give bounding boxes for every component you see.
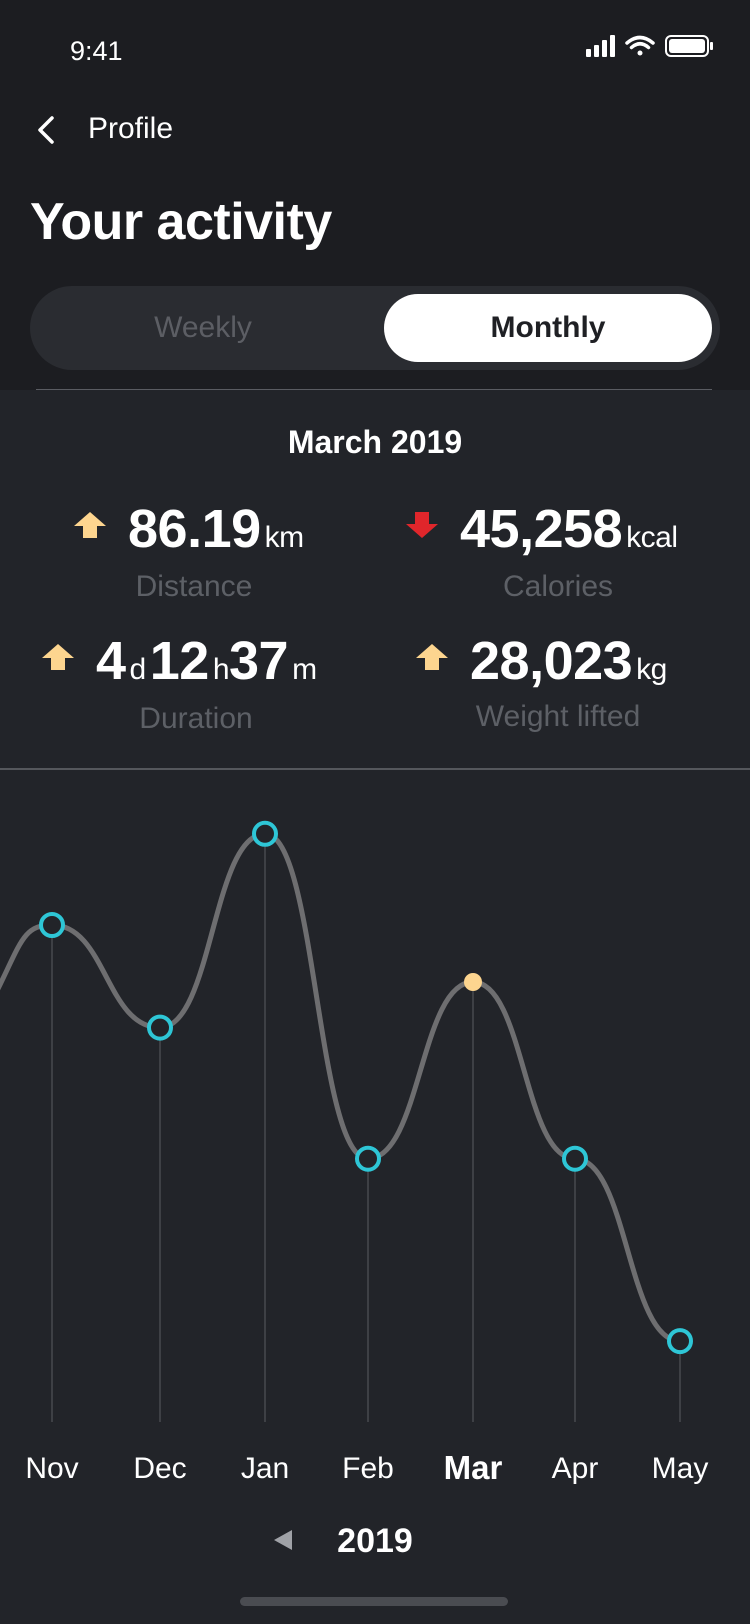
distance-value: 86.19: [128, 499, 261, 559]
x-label-apr[interactable]: Apr: [551, 1452, 599, 1485]
status-time: 9:41: [70, 36, 123, 66]
back-button-label[interactable]: Profile: [88, 112, 174, 145]
period-segmented-control: Weekly Monthly: [30, 286, 720, 370]
duration-days: 4: [96, 631, 126, 691]
battery-icon: [665, 35, 713, 57]
x-label-nov[interactable]: Nov: [25, 1452, 79, 1485]
calories-unit: kcal: [626, 521, 678, 554]
weight-unit: kg: [636, 653, 667, 686]
stat-distance-label: Distance: [135, 570, 253, 603]
page-title: Your activity: [30, 193, 332, 251]
previous-year-icon[interactable]: [272, 1528, 294, 1552]
data-point-apr[interactable]: [562, 1145, 588, 1172]
data-point-feb[interactable]: [355, 1145, 381, 1172]
year-label: 2019: [337, 1522, 413, 1560]
data-point-may[interactable]: [667, 1328, 693, 1355]
x-label-jan[interactable]: Jan: [240, 1452, 290, 1485]
activity-line-chart[interactable]: [0, 770, 750, 1430]
stat-calories-value: 45,258 kcal: [460, 498, 682, 560]
stat-duration-value: 4 d12 h37 m: [96, 630, 321, 692]
x-label-dec[interactable]: Dec: [133, 1452, 187, 1485]
duration-hours: 12: [149, 631, 210, 691]
x-label-may[interactable]: May: [651, 1452, 709, 1485]
status-bar-icons: [586, 35, 713, 57]
tab-weekly[interactable]: Weekly: [154, 311, 252, 344]
stat-calories: 45,258 kcal: [404, 498, 724, 564]
trend-up-icon: [416, 644, 448, 670]
wifi-icon: [625, 35, 655, 56]
calories-value: 45,258: [460, 499, 623, 559]
stat-weight-label: Weight lifted: [475, 700, 641, 733]
series-line: [0, 831, 683, 1344]
duration-days-unit: d: [129, 653, 147, 686]
stat-distance-value: 86.19 km: [128, 498, 308, 560]
stat-duration: 4 d12 h37 m: [40, 630, 380, 696]
data-point-nov[interactable]: [39, 912, 65, 938]
x-label-feb[interactable]: Feb: [342, 1452, 394, 1485]
divider: [0, 768, 750, 770]
trend-up-icon: [42, 644, 74, 670]
data-point-mar[interactable]: [464, 973, 482, 991]
stat-calories-label: Calories: [502, 570, 614, 603]
data-point-jan[interactable]: [252, 820, 278, 847]
status-icons: [584, 32, 716, 65]
stat-duration-label: Duration: [139, 702, 253, 735]
duration-minutes: 37: [229, 631, 289, 691]
distance-unit: km: [264, 521, 305, 554]
divider: [36, 389, 712, 390]
signal-icon: [586, 35, 615, 57]
duration-hours-unit: h: [212, 653, 230, 686]
header-area: 9:41 Profile Your activity: [0, 0, 750, 390]
duration-minutes-unit: m: [292, 653, 317, 686]
weight-value: 28,023: [470, 631, 633, 691]
stat-distance: 86.19 km: [72, 498, 372, 564]
stat-weight: 28,023 kg: [414, 630, 734, 696]
chevron-left-icon[interactable]: [28, 108, 68, 152]
home-indicator: [240, 1597, 508, 1606]
x-label-mar[interactable]: Mar: [443, 1449, 503, 1486]
trend-down-icon: [406, 512, 438, 538]
data-point-dec[interactable]: [147, 1014, 173, 1041]
period-title: March 2019: [287, 424, 463, 460]
trend-up-icon: [74, 512, 106, 538]
tab-monthly[interactable]: Monthly: [384, 294, 712, 362]
stat-weight-value: 28,023 kg: [470, 630, 671, 692]
